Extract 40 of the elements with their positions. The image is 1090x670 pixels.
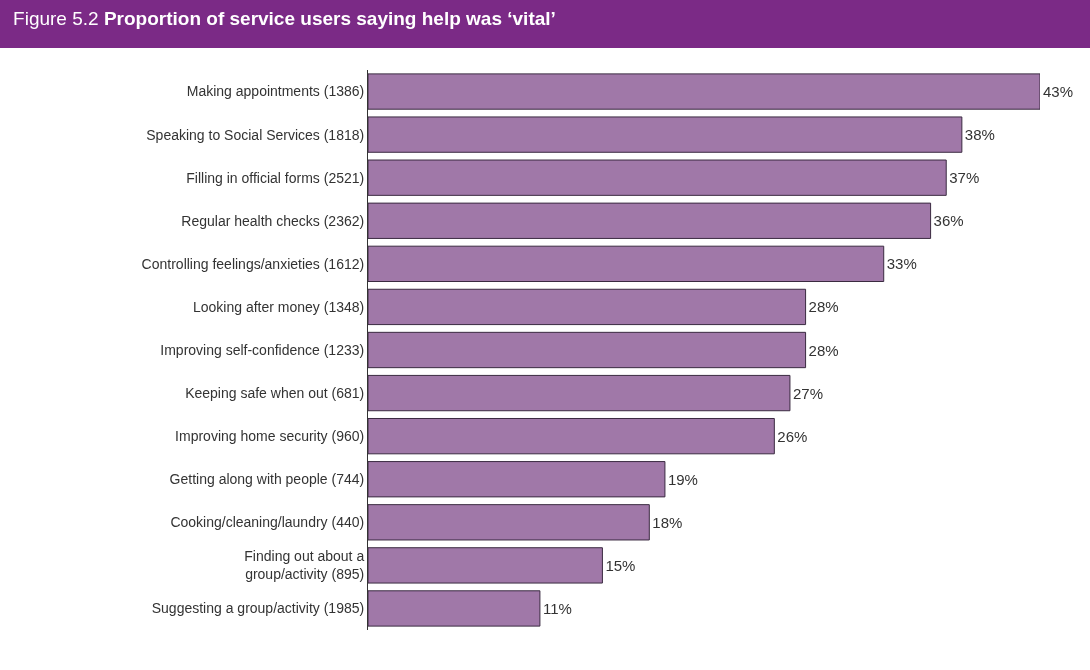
data-label: 36%	[933, 212, 964, 230]
bar	[368, 590, 541, 627]
bar	[368, 417, 775, 455]
y-tick-label: Finding out about a group/activity (895)	[244, 548, 365, 583]
y-tick-label: Improving self-confidence (1233)	[160, 341, 365, 358]
y-tick-label: Keeping safe when out (681)	[185, 384, 365, 401]
y-tick-label: Regular health checks (2362)	[181, 212, 365, 229]
bar	[368, 547, 603, 584]
y-tick-label: Making appointments (1386)	[186, 83, 365, 100]
data-label: 18%	[652, 513, 683, 531]
bar	[368, 288, 807, 326]
y-tick-label: Suggesting a group/activity (1985)	[151, 600, 365, 617]
bar	[368, 331, 807, 369]
data-label: 28%	[808, 341, 839, 359]
y-tick-label: Looking after money (1348)	[192, 298, 365, 315]
y-tick-label: Cooking/cleaning/laundry (440)	[170, 514, 365, 531]
data-label: 33%	[886, 255, 917, 273]
bar	[368, 116, 963, 153]
data-label: 38%	[964, 126, 995, 144]
y-tick-label: Speaking to Social Services (1818)	[146, 126, 365, 143]
data-label: 37%	[949, 169, 980, 187]
data-label: 43%	[1043, 83, 1074, 101]
y-tick-label: Filling in official forms (2521)	[186, 169, 365, 186]
y-tick-label: Getting along with people (744)	[169, 471, 365, 488]
data-label: 26%	[777, 427, 808, 445]
y-tick-label: Controlling feelings/anxieties (1612)	[141, 255, 365, 272]
data-label: 28%	[808, 298, 839, 316]
data-label: 19%	[667, 470, 698, 488]
bar	[368, 461, 666, 498]
bar	[368, 374, 791, 412]
data-label: 11%	[542, 599, 572, 617]
bar	[368, 245, 885, 283]
data-label: 15%	[605, 556, 636, 574]
bar	[368, 159, 947, 196]
bar	[368, 73, 1040, 110]
chart-title: Figure 5.2 Proportion of service users saying help was ‘vital’	[13, 8, 556, 30]
bar	[368, 202, 932, 239]
data-label: 27%	[792, 384, 823, 402]
bar	[368, 504, 650, 541]
y-tick-label: Improving home security (960)	[175, 428, 365, 445]
